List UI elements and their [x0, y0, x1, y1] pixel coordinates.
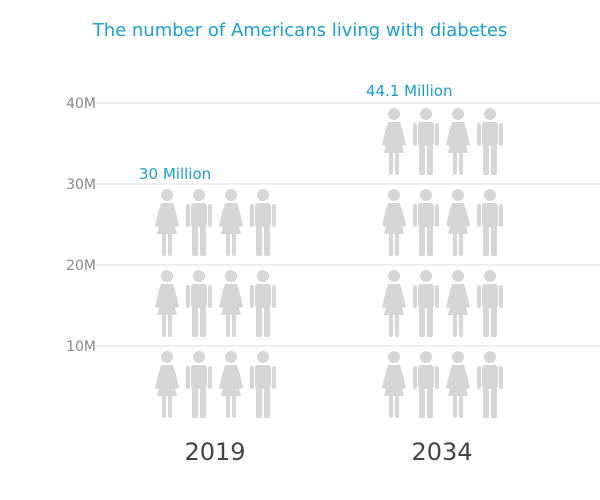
female-icon: [155, 270, 179, 337]
male-icon: [413, 189, 439, 256]
female-icon: [219, 270, 243, 337]
x-category-label: 2034: [411, 438, 472, 466]
y-tick-label: 20M: [66, 258, 96, 274]
female-icon: [446, 189, 470, 256]
female-icon: [446, 108, 470, 175]
female-icon: [382, 189, 406, 256]
data-label: 30 Million: [139, 165, 211, 183]
male-icon: [413, 108, 439, 175]
male-icon: [477, 189, 503, 256]
male-icon: [186, 189, 212, 256]
male-icon: [413, 270, 439, 337]
male-icon: [186, 351, 212, 418]
female-icon: [155, 351, 179, 418]
female-icon: [446, 351, 470, 418]
chart-title: The number of Americans living with diab…: [92, 20, 508, 41]
female-icon: [382, 270, 406, 337]
male-icon: [477, 108, 503, 175]
y-tick-label: 40M: [66, 96, 96, 112]
male-icon: [186, 270, 212, 337]
male-icon: [250, 351, 276, 418]
female-icon: [382, 108, 406, 175]
male-icon: [250, 270, 276, 337]
female-icon: [219, 351, 243, 418]
female-icon: [155, 189, 179, 256]
female-icon: [446, 270, 470, 337]
male-icon: [477, 351, 503, 418]
male-icon: [477, 270, 503, 337]
x-category-label: 2019: [184, 438, 245, 466]
y-tick-label: 30M: [66, 177, 96, 193]
female-icon: [219, 189, 243, 256]
data-label: 44.1 Million: [366, 82, 452, 100]
y-tick-label: 10M: [66, 339, 96, 355]
female-icon: [382, 351, 406, 418]
male-icon: [413, 351, 439, 418]
male-icon: [250, 189, 276, 256]
